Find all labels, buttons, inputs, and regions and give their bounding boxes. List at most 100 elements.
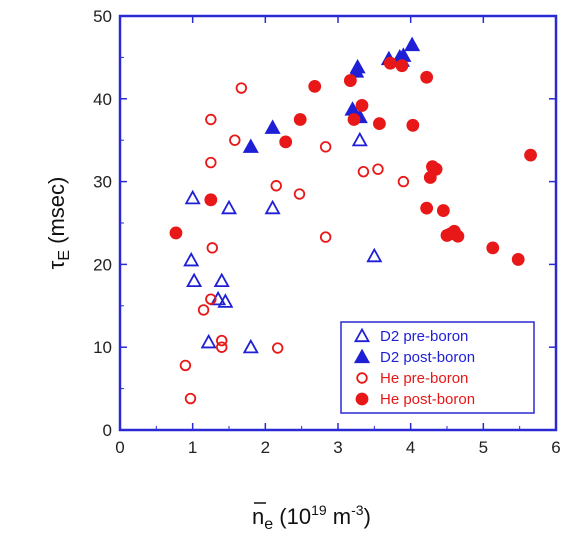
data-point: [186, 272, 203, 288]
legend-marker: [355, 392, 369, 406]
data-point: [355, 99, 369, 112]
data-point: [293, 113, 307, 126]
data-point: [293, 188, 306, 200]
data-point: [204, 193, 218, 207]
data-point: [184, 392, 197, 405]
legend-item-he-post-boron: He post-boron: [355, 391, 475, 408]
y-tick-label: 10: [93, 338, 112, 357]
data-point: [184, 189, 201, 205]
legend-marker: [353, 327, 371, 343]
data-point: [319, 141, 332, 153]
y-axis-symbol: τ: [44, 260, 69, 269]
data-point: [169, 226, 183, 240]
series-he-pre-boron: [179, 82, 410, 405]
y-axis-subscript: E: [56, 250, 73, 261]
data-point: [279, 135, 293, 149]
data-point: [242, 138, 259, 153]
y-tick-label: 50: [93, 7, 112, 26]
data-point: [213, 272, 230, 288]
legend-box: [340, 321, 535, 414]
data-point: [373, 117, 386, 131]
x-axis-unit-open: (10: [273, 504, 311, 529]
legend-item-d2-pre-boron: D2 pre-boron: [353, 327, 468, 345]
data-point: [404, 36, 421, 52]
y-tick-label: 30: [93, 173, 112, 192]
data-point: [524, 148, 537, 162]
legend-marker: [353, 348, 371, 364]
x-tick-label: 4: [406, 438, 415, 457]
legend-label: D2 pre-boron: [380, 328, 468, 345]
x-axis-symbol: n: [252, 504, 264, 529]
x-axis-ticks: [119, 16, 557, 430]
data-point: [220, 199, 238, 215]
x-tick-label: 2: [261, 438, 270, 457]
data-point: [366, 247, 383, 263]
x-axis-exponent-2: -3: [351, 502, 364, 518]
data-point: [216, 341, 228, 353]
data-point: [235, 82, 248, 94]
y-tick-label: 40: [93, 90, 112, 109]
data-point: [451, 229, 465, 243]
legend-label: He post-boron: [380, 391, 475, 408]
data-point: [270, 180, 282, 192]
data-point: [200, 333, 217, 349]
data-point: [197, 304, 210, 316]
data-point: [357, 165, 370, 178]
data-point: [429, 162, 443, 176]
data-point: [420, 201, 434, 215]
data-point: [217, 293, 234, 308]
data-point: [397, 175, 410, 188]
x-tick-label: 1: [188, 438, 197, 457]
data-point: [406, 118, 420, 132]
x-axis-unit-close: ): [364, 504, 371, 529]
x-tick-label: 5: [479, 438, 488, 457]
data-point: [351, 131, 368, 147]
data-point: [486, 241, 500, 255]
data-point: [308, 79, 322, 93]
data-point: [436, 204, 450, 217]
svg-text:ne (1019 m-3): ne (1019 m-3): [252, 502, 371, 533]
y-axis-unit: (msec): [44, 177, 69, 250]
data-point: [383, 56, 397, 70]
y-tick-label: 0: [103, 421, 112, 440]
data-point: [372, 163, 384, 175]
legend-item-he-pre-boron: He pre-boron: [356, 370, 468, 387]
data-point: [229, 134, 241, 146]
x-axis-exponent: 19: [311, 502, 327, 518]
y-axis-title: τE (msec): [44, 177, 73, 270]
data-point: [349, 58, 366, 74]
y-tick-label: 20: [93, 255, 112, 274]
legend-item-d2-post-boron: D2 post-boron: [353, 348, 475, 366]
data-point: [206, 242, 218, 254]
data-point: [205, 113, 217, 126]
data-point: [511, 253, 525, 266]
series-he-post-boron: [169, 56, 537, 266]
legend-marker: [356, 372, 368, 384]
legend-label: D2 post-boron: [380, 349, 475, 366]
data-point: [205, 293, 217, 305]
legend-label: He pre-boron: [380, 370, 468, 387]
x-axis-subscript: e: [264, 516, 273, 533]
data-point: [242, 338, 259, 354]
series-d2-pre-boron: [183, 131, 383, 354]
y-axis-ticks: [120, 15, 556, 431]
x-axis-title: ne (1019 m-3): [252, 502, 371, 533]
data-point: [271, 342, 284, 354]
x-tick-label: 6: [551, 438, 560, 457]
legend: D2 pre-boron D2 post-boron He pre-boron He …: [340, 321, 535, 414]
x-tick-label: 3: [333, 438, 342, 457]
svg-text:τE (msec): τE (msec): [44, 177, 73, 270]
data-point: [347, 113, 361, 126]
series-d2-post-boron: [242, 36, 421, 153]
data-point: [264, 199, 281, 215]
data-point: [319, 231, 332, 243]
x-tick-label: 0: [115, 438, 124, 457]
data-point: [264, 119, 281, 134]
data-point: [205, 156, 217, 169]
data-point: [343, 74, 357, 87]
data-point: [420, 70, 434, 84]
data-point: [216, 334, 228, 347]
y-axis-tick-labels: 0 10 20 30 40 50: [93, 7, 112, 440]
data-point: [395, 59, 409, 73]
